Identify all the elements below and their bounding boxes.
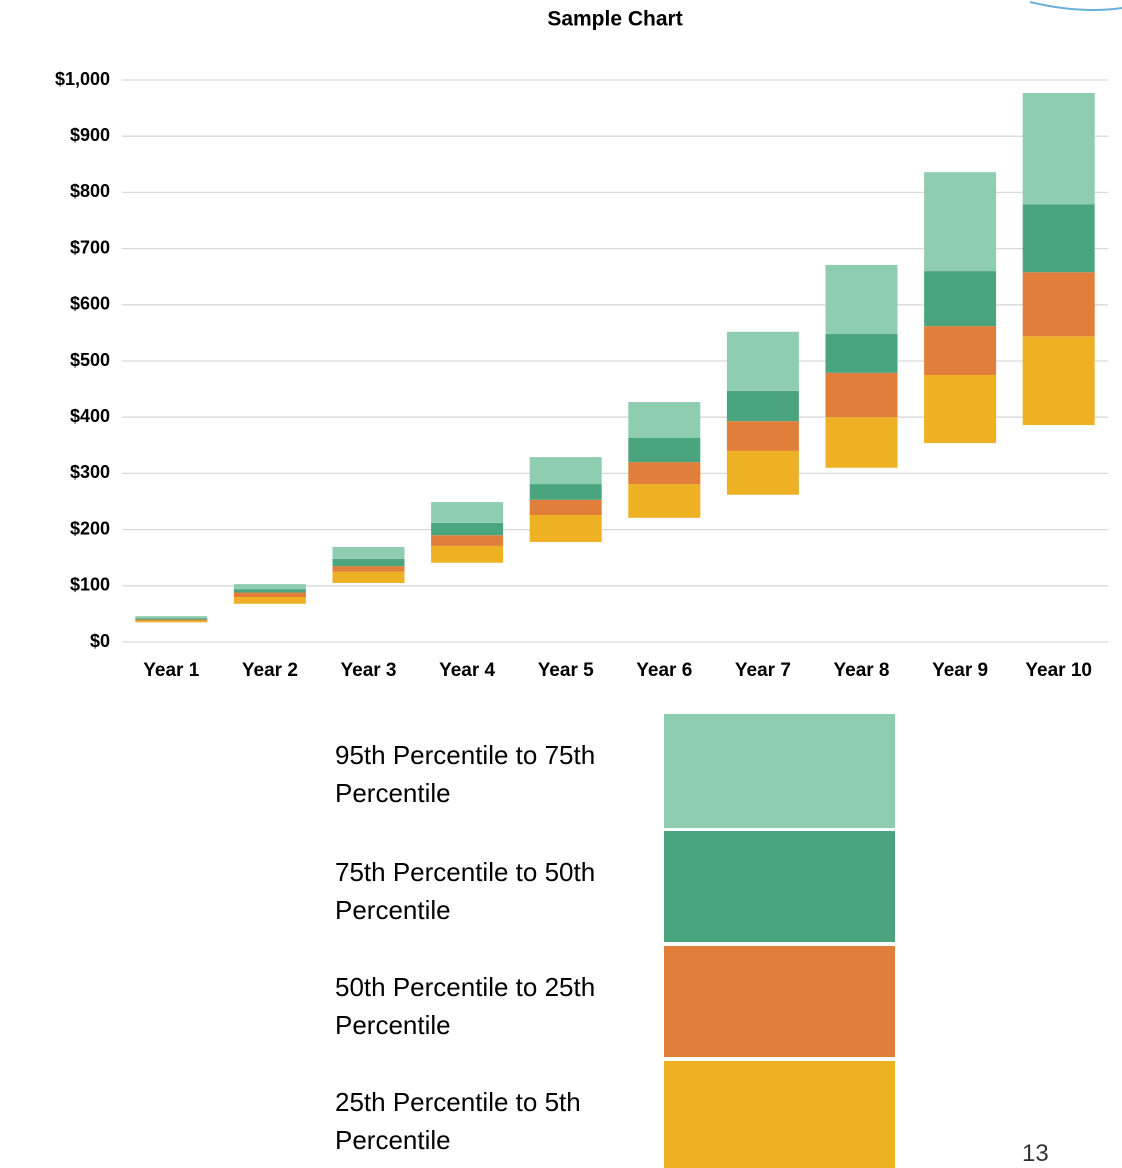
y-tick-label: $0 [90,631,110,651]
bar-segment [332,547,405,559]
bar-segment [825,417,898,468]
decoration [1029,1,1122,11]
x-tick-label: Year 5 [538,660,594,681]
y-tick-label: $1,000 [55,69,110,89]
bar-segment [825,372,898,418]
x-tick-label: Year 6 [636,660,692,681]
bar-segment [135,619,208,621]
bar-segment [1022,204,1095,273]
y-tick-label: $600 [70,294,110,314]
legend-label: 75th Percentile to 50th Percentile [335,857,596,925]
legend-swatch [664,946,895,1057]
chart-title: Sample Chart [547,8,682,31]
y-tick-label: $500 [70,350,110,370]
bar-segment [332,566,405,572]
x-tick-label: Year 4 [439,660,495,681]
bar-segment [628,484,701,518]
legend-swatch [664,831,895,942]
page-number: 13 [1022,1140,1049,1167]
x-tick-label: Year 1 [143,660,199,681]
bar-segment [529,457,602,485]
legend-label: 50th Percentile to 25th Percentile [335,972,596,1040]
x-tick-label: Year 3 [341,660,397,681]
bar-segment [726,390,799,422]
bar-segment [431,535,504,546]
bar-segment [233,597,306,604]
bar-segment [1022,336,1095,426]
bar-segment [628,402,701,438]
bar-segment [1022,272,1095,337]
bar-segment [825,334,898,373]
x-tick-label: Year 7 [735,660,791,681]
legend-swatch [664,714,895,828]
bar-segment [529,514,602,542]
bar-segment [135,618,208,620]
bar-segment [726,450,799,495]
bar-segment [135,616,208,619]
x-tick-label: Year 8 [834,660,890,681]
bar-segment [628,462,701,485]
legend-label: 95th Percentile to 75th Percentile [335,740,596,808]
bar-segment [529,499,602,515]
x-tick-label: Year 2 [242,660,298,681]
bar-segment [431,502,504,523]
bar-segment [332,571,405,583]
bar-segment [233,592,306,598]
bar-segment [924,271,997,327]
legend-swatch [664,1061,895,1168]
bar-segment [431,522,504,536]
bar-segment [726,331,799,391]
bar-segment [1022,92,1095,205]
y-tick-label: $300 [70,462,110,482]
y-tick-label: $200 [70,518,110,538]
bar-segment [924,326,997,376]
y-tick-label: $900 [70,125,110,145]
bar-segment [628,437,701,463]
x-tick-label: Year 10 [1025,660,1092,681]
bar-segment [332,558,405,567]
legend-label: 25th Percentile to 5th Percentile [335,1087,581,1155]
y-tick-label: $800 [70,181,110,201]
bar-segment [233,584,306,590]
y-tick-label: $400 [70,406,110,426]
bar-segment [233,589,306,593]
bar-segment [924,375,997,444]
bar-segment [825,264,898,335]
y-tick-label: $100 [70,575,110,595]
bar-segment [924,172,997,272]
bar-segment [431,545,504,563]
bar-segment [726,421,799,451]
x-tick-label: Year 9 [932,660,988,681]
y-tick-label: $700 [70,237,110,257]
bar-segment [135,620,208,623]
bar-segment [529,484,602,500]
